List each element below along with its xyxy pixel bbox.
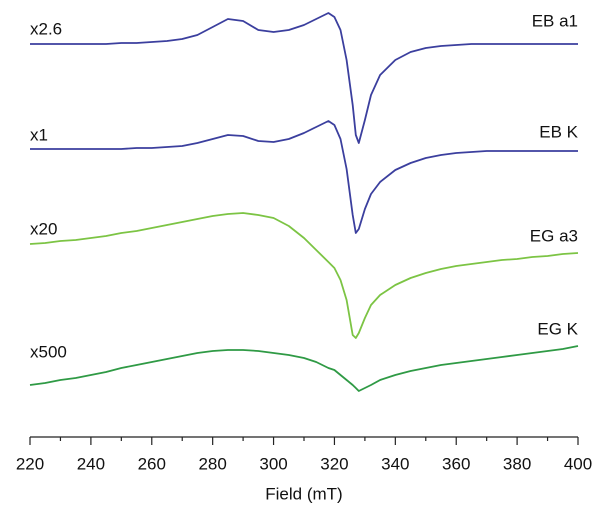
spectrum-line <box>30 12 578 144</box>
x-tick-label: 320 <box>320 454 348 473</box>
spectrum-line <box>29 212 579 339</box>
spectrum-line <box>29 345 579 392</box>
x-tick-label: 380 <box>503 454 531 473</box>
x-tick-label: 300 <box>259 454 287 473</box>
x-axis-label: Field (mT) <box>265 484 342 503</box>
x-tick-label: 340 <box>381 454 409 473</box>
x-tick-label: 220 <box>16 454 44 473</box>
spectrum-line <box>30 120 578 234</box>
x-tick-label: 360 <box>442 454 470 473</box>
x-tick-label: 240 <box>77 454 105 473</box>
series-name: EG K <box>537 319 578 338</box>
x-tick-label: 280 <box>198 454 226 473</box>
scale-label: x1 <box>30 125 48 144</box>
x-tick-label: 400 <box>564 454 592 473</box>
series-name: EG a3 <box>530 226 578 245</box>
scale-label: x500 <box>30 342 67 361</box>
series-name: EB a1 <box>532 11 578 30</box>
x-tick-label: 260 <box>138 454 166 473</box>
scale-label: x20 <box>30 219 57 238</box>
scale-label: x2.6 <box>30 19 62 38</box>
series-name: EB K <box>539 122 578 141</box>
